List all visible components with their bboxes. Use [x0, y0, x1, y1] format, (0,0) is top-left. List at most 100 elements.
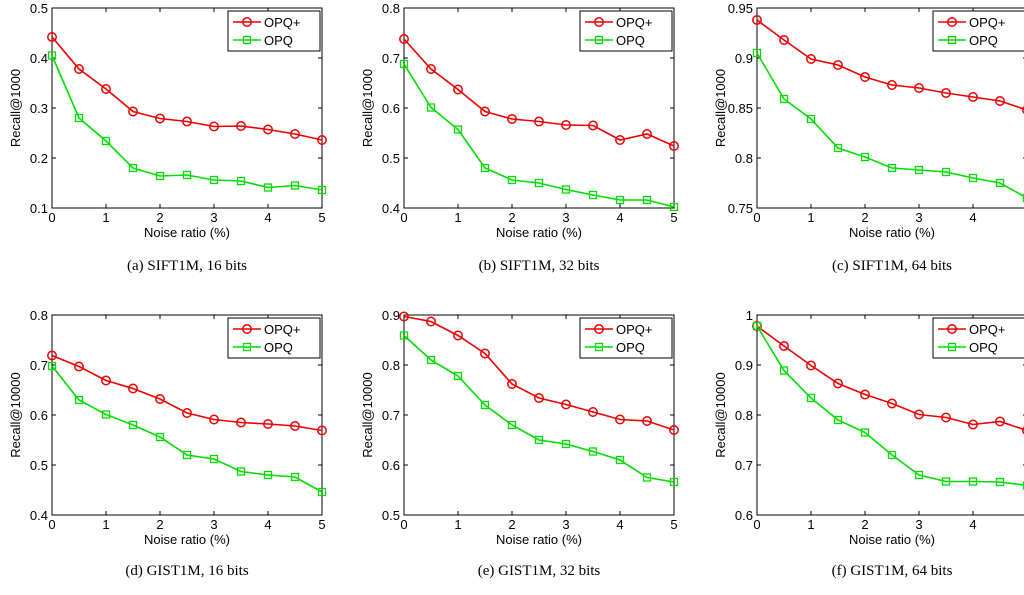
chart-3-series-1-line: [51, 365, 323, 493]
chart-2-series-0-point-5: [887, 80, 897, 90]
chart-2-series-0-point-1: [779, 35, 789, 45]
chart-0-series-1-point-5: [182, 170, 192, 180]
chart-2-ytick-label-2: 0.85: [728, 101, 753, 116]
chart-5-xtick-label-3: 3: [915, 517, 922, 532]
chart-3-series-0-point-0: [47, 350, 57, 361]
chart-0-legend-1-marker: [242, 35, 252, 45]
chart-4: 0 1 2 3 4 5 0.5 0.6 0.7 0.8 0.9 Noise ratio (%) Reca…: [360, 308, 679, 579]
chart-2-series-0-point-8: [968, 92, 978, 102]
chart-3-legend-1-label: OPQ: [264, 340, 293, 355]
chart-1-series-1-point-1: [426, 103, 436, 112]
chart-3-series-1-point-2: [101, 410, 111, 419]
chart-1-legend-0-marker: [594, 17, 604, 27]
chart-2-legend-1-marker: [947, 35, 957, 45]
chart-1-series-0-point-5: [534, 116, 544, 127]
chart-1-series-1-point-10: [669, 202, 679, 212]
chart-1-series-0-point-10: [669, 141, 679, 151]
chart-3-ytick-label-1: 0.5: [30, 458, 48, 473]
chart-0-caption: (a) SIFT1M, 16 bits: [127, 258, 247, 274]
chart-4-xtick-label-4: 4: [616, 517, 623, 532]
chart-2-series-1-point-6: [914, 165, 924, 175]
chart-3-ytick-label-3: 0.7: [30, 358, 48, 373]
chart-4-series-1-point-10: [669, 477, 679, 487]
chart-0-series-1-point-1: [74, 113, 84, 123]
chart-2-legend-1-label: OPQ: [969, 33, 998, 48]
chart-2-series-1-point-5: [887, 163, 897, 173]
chart-3-series-0-point-3: [128, 383, 138, 394]
chart-1-series-1-point-9: [642, 195, 652, 205]
chart-5-series-1-point-7: [941, 477, 951, 486]
chart-5-legend-box: [932, 317, 1024, 359]
chart-2-series-1-point-2: [806, 114, 816, 124]
chart-5-ylabel: Recall@10000: [713, 372, 728, 457]
chart-0-legend-0-marker: [242, 17, 252, 27]
chart-5-series-1-point-8: [968, 477, 978, 486]
chart-1-series-1-point-7: [588, 190, 598, 200]
chart-1-series-0-point-9: [642, 129, 652, 139]
chart-0-xtick-label-0: 0: [48, 210, 55, 225]
chart-3-series-1-point-7: [236, 467, 246, 476]
chart-4-series-1-point-6: [561, 439, 571, 449]
chart-5-series-0-point-0: [752, 321, 762, 331]
chart-3-series-1-point-6: [209, 454, 219, 464]
chart-0-ylabel: Recall@1000: [8, 69, 23, 147]
chart-2-xtick-label-2: 2: [861, 210, 868, 225]
chart-4-series-0-point-6: [561, 399, 571, 410]
chart-0-xtick-label-4: 4: [264, 210, 271, 225]
chart-2-xtick-label-1: 1: [807, 210, 814, 225]
chart-3-xtick-label-0: 0: [48, 517, 55, 532]
chart-0-legend-1-label: OPQ: [264, 33, 293, 48]
chart-1-series-1-line: [403, 63, 675, 208]
chart-1-xlabel: Noise ratio (%): [496, 225, 582, 240]
chart-5-xtick-label-2: 2: [861, 517, 868, 532]
chart-1-series-0-point-8: [615, 135, 625, 145]
chart-4-series-1-point-2: [453, 371, 463, 381]
chart-4-ytick-label-2: 0.7: [382, 408, 400, 423]
chart-5-series-0-point-7: [941, 412, 951, 423]
chart-2-series-1-point-4: [860, 152, 870, 162]
chart-0-ytick-label-2: 0.3: [30, 101, 48, 116]
chart-5-legend-0-marker: [947, 324, 957, 334]
chart-5-series-1-line: [756, 325, 1024, 486]
chart-3-series-1-point-5: [182, 450, 192, 460]
chart-2-ytick-label-0: 0.75: [728, 201, 753, 216]
chart-3-ytick-label-4: 0.8: [30, 308, 48, 323]
chart-4-ylabel: Recall@10000: [360, 372, 375, 457]
chart-0-series-1-point-6: [209, 175, 219, 185]
chart-3-series-1-point-0: [47, 361, 57, 371]
chart-3-series-0-point-8: [263, 419, 273, 429]
chart-1-series-0-line: [403, 38, 675, 147]
chart-3: 0 1 2 3 4 5 0.4 0.5 0.6 0.7 0.8 Noise ratio (%) Reca…: [8, 308, 327, 579]
chart-2-series-0-point-4: [860, 72, 870, 82]
chart-1-legend-0-label: OPQ+: [616, 15, 653, 30]
chart-3-xlabel: Noise ratio (%): [144, 532, 230, 547]
chart-1-ytick-label-3: 0.7: [382, 51, 400, 66]
chart-2-series-1-point-9: [995, 178, 1005, 188]
chart-5-series-1-point-1: [779, 366, 789, 375]
chart-5-series-0-point-8: [968, 419, 978, 430]
chart-4-caption: (e) GIST1M, 32 bits: [478, 563, 601, 579]
chart-3-legend-box: [227, 317, 321, 359]
chart-5-series-1-point-2: [806, 393, 816, 403]
chart-4-series-1-point-1: [426, 355, 436, 365]
chart-1-series-1-point-6: [561, 185, 571, 194]
chart-4-series-1-point-5: [534, 435, 544, 445]
chart-4-xtick-label-5: 5: [670, 517, 677, 532]
chart-5-series-0-point-9: [995, 416, 1005, 427]
chart-0-legend-0-label: OPQ+: [264, 15, 301, 30]
chart-5-xtick-label-0: 0: [753, 517, 760, 532]
chart-1-series-1-point-3: [480, 163, 490, 173]
chart-1-series-0-point-3: [480, 106, 490, 117]
chart-4-series-0-point-3: [480, 348, 490, 359]
chart-1-ytick-label-2: 0.6: [382, 101, 400, 116]
chart-1-xtick-label-5: 5: [670, 210, 677, 225]
chart-3-ytick-label-0: 0.4: [30, 508, 48, 523]
chart-3-series-1-point-9: [290, 472, 300, 482]
chart-1-legend-box: [579, 10, 673, 52]
chart-4-series-0-point-8: [615, 414, 625, 425]
chart-2-series-1-point-7: [941, 167, 951, 177]
chart-4-ytick-label-0: 0.5: [382, 508, 400, 523]
chart-2-legend-0-label: OPQ+: [969, 15, 1006, 30]
chart-1-xtick-label-2: 2: [508, 210, 515, 225]
chart-4-xtick-label-1: 1: [454, 517, 461, 532]
